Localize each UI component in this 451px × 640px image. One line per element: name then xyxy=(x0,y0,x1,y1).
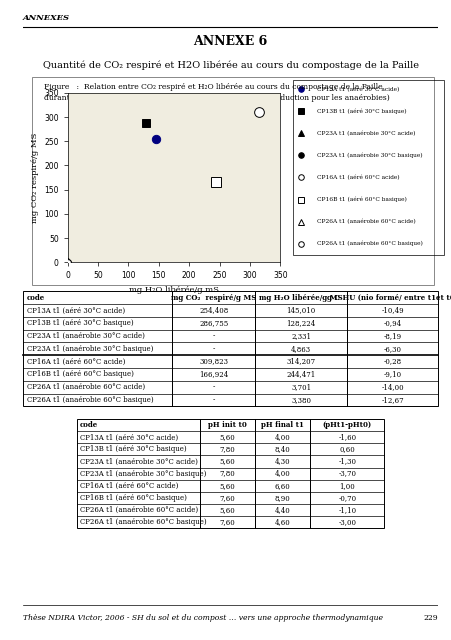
Text: -3,00: -3,00 xyxy=(337,518,355,526)
Text: 3,380: 3,380 xyxy=(290,396,311,404)
Text: CP16A t1 (aéré 60°C acide): CP16A t1 (aéré 60°C acide) xyxy=(317,175,399,180)
Text: -9,10: -9,10 xyxy=(383,371,401,378)
Text: CP26A t1 (anaérobie 60°C acide): CP26A t1 (anaérobie 60°C acide) xyxy=(27,383,145,391)
Text: 7,80: 7,80 xyxy=(219,470,235,477)
Text: -10,49: -10,49 xyxy=(381,307,403,314)
Text: -1,10: -1,10 xyxy=(337,506,355,514)
Text: 229: 229 xyxy=(423,614,437,622)
Text: CP23A t1 (anaérobie 30°C acide): CP23A t1 (anaérobie 30°C acide) xyxy=(80,458,198,465)
Text: 8,40: 8,40 xyxy=(274,445,290,453)
Text: Thèse NDIRA Victor, 2006 - SH du sol et du compost … vers une approche thermodyn: Thèse NDIRA Victor, 2006 - SH du sol et … xyxy=(23,614,382,622)
Bar xyxy=(293,80,443,255)
Text: ANNEXES: ANNEXES xyxy=(23,14,69,22)
Text: 4,00: 4,00 xyxy=(274,470,290,477)
Text: CP23A t1 (anaérobie 30°C basique): CP23A t1 (anaérobie 30°C basique) xyxy=(27,345,153,353)
Text: -1,30: -1,30 xyxy=(337,458,355,465)
Text: Quantité de CO₂ respiré et H2O libérée au cours du compostage de la Paille: Quantité de CO₂ respiré et H2O libérée a… xyxy=(42,61,418,70)
Text: CP23A t1 (anaérobie 30°C basique): CP23A t1 (anaérobie 30°C basique) xyxy=(80,470,206,477)
Text: -: - xyxy=(212,332,215,340)
Text: CP26A t1 (anaérobie 60°C basique): CP26A t1 (anaérobie 60°C basique) xyxy=(80,518,206,526)
Text: 8,90: 8,90 xyxy=(274,494,290,502)
Text: code: code xyxy=(80,421,98,429)
Text: ANNEXE 6: ANNEXE 6 xyxy=(193,35,267,48)
Text: mg CO₂  respiré/g MS: mg CO₂ respiré/g MS xyxy=(171,294,256,301)
Text: 4,40: 4,40 xyxy=(274,506,290,514)
Text: -: - xyxy=(212,396,215,404)
Y-axis label: mg CO₂ respiré/g MS: mg CO₂ respiré/g MS xyxy=(31,132,38,223)
Text: -0,94: -0,94 xyxy=(383,319,401,327)
Text: 7,80: 7,80 xyxy=(219,445,235,453)
Text: 145,010: 145,010 xyxy=(286,307,315,314)
Text: (pHt1-pHt0): (pHt1-pHt0) xyxy=(322,421,371,429)
X-axis label: mg H₂O libérée/g mS: mg H₂O libérée/g mS xyxy=(129,286,219,294)
Text: 309,823: 309,823 xyxy=(199,358,228,365)
Text: 2,331: 2,331 xyxy=(290,332,311,340)
Text: -0,28: -0,28 xyxy=(383,358,401,365)
Text: 1,00: 1,00 xyxy=(339,482,354,490)
Text: CP13A t1 (aéré 30°C acide): CP13A t1 (aéré 30°C acide) xyxy=(80,433,178,442)
Text: 7,60: 7,60 xyxy=(219,494,235,502)
Text: CP16A t1 (aéré 60°C acide): CP16A t1 (aéré 60°C acide) xyxy=(27,358,125,365)
Text: -1,60: -1,60 xyxy=(337,433,355,442)
Text: CP16B t1 (aéré 60°C basique): CP16B t1 (aéré 60°C basique) xyxy=(317,196,406,202)
Text: CP26A t1 (anaérobie 60°C basique): CP26A t1 (anaérobie 60°C basique) xyxy=(27,396,153,404)
Text: 4,60: 4,60 xyxy=(274,518,290,526)
Text: 5,60: 5,60 xyxy=(219,506,235,514)
Text: code: code xyxy=(27,294,45,301)
Text: mg H₂O libérée/g MS: mg H₂O libérée/g MS xyxy=(259,294,342,301)
Text: 4,00: 4,00 xyxy=(274,433,290,442)
Text: CP26A t1 (anaérobie 60°C acide): CP26A t1 (anaérobie 60°C acide) xyxy=(80,506,198,514)
Text: 5,60: 5,60 xyxy=(219,458,235,465)
Text: 4,863: 4,863 xyxy=(290,345,311,353)
Text: -0,70: -0,70 xyxy=(337,494,355,502)
Text: pH final t1: pH final t1 xyxy=(261,421,304,429)
Text: -3,70: -3,70 xyxy=(337,470,355,477)
Text: 5,60: 5,60 xyxy=(219,482,235,490)
Text: CP16A t1 (aéré 60°C acide): CP16A t1 (aéré 60°C acide) xyxy=(80,482,178,490)
Text: CP23A t1 (anaérobie 30°C basique): CP23A t1 (anaérobie 30°C basique) xyxy=(317,153,422,158)
Text: CP16B t1 (aéré 60°C basique): CP16B t1 (aéré 60°C basique) xyxy=(80,494,186,502)
Text: 6,60: 6,60 xyxy=(274,482,290,490)
Text: 166,924: 166,924 xyxy=(199,371,228,378)
Text: pH init t0: pH init t0 xyxy=(207,421,246,429)
Text: -: - xyxy=(212,345,215,353)
Text: CP23A t1 (anaérobie 30°C acide): CP23A t1 (anaérobie 30°C acide) xyxy=(27,332,144,340)
Text: 4,30: 4,30 xyxy=(274,458,290,465)
Text: -: - xyxy=(212,383,215,391)
Text: CP23A t1 (anaérobie 30°C acide): CP23A t1 (anaérobie 30°C acide) xyxy=(317,131,415,136)
Text: CP13A t1 (aéré 30°C acide): CP13A t1 (aéré 30°C acide) xyxy=(317,86,399,92)
Text: -12,67: -12,67 xyxy=(381,396,403,404)
Text: 286,755: 286,755 xyxy=(199,319,228,327)
Text: 128,224: 128,224 xyxy=(286,319,315,327)
Text: g C HU (nio formé/ entre t1et t0): g C HU (nio formé/ entre t1et t0) xyxy=(327,294,451,301)
Text: CP16B t1 (aéré 60°C basique): CP16B t1 (aéré 60°C basique) xyxy=(27,371,133,378)
Text: 3,701: 3,701 xyxy=(290,383,311,391)
Text: -8,19: -8,19 xyxy=(383,332,401,340)
Text: 314,207: 314,207 xyxy=(286,358,315,365)
Text: CP13B t1 (aéré 30°C basique): CP13B t1 (aéré 30°C basique) xyxy=(80,445,186,453)
Text: CP26A t1 (anaérobie 60°C basique): CP26A t1 (anaérobie 60°C basique) xyxy=(317,241,422,246)
Text: -14,00: -14,00 xyxy=(381,383,403,391)
Text: 254,408: 254,408 xyxy=(199,307,228,314)
Text: 0,60: 0,60 xyxy=(339,445,354,453)
Text: CP13B t1 (aéré 30°C basique): CP13B t1 (aéré 30°C basique) xyxy=(27,319,133,327)
Text: 7,60: 7,60 xyxy=(219,518,235,526)
Text: CP26A t1 (anaérobie 60°C acide): CP26A t1 (anaérobie 60°C acide) xyxy=(317,219,415,224)
Text: CP13A t1 (aéré 30°C acide): CP13A t1 (aéré 30°C acide) xyxy=(27,307,124,314)
Text: -6,30: -6,30 xyxy=(383,345,401,353)
Text: CP13B t1 (aéré 30°C basique): CP13B t1 (aéré 30°C basique) xyxy=(317,109,406,114)
Text: Figure   :  Relation entre CO₂ respiré et H₂O libérée au cours du compostage de : Figure : Relation entre CO₂ respiré et H… xyxy=(44,83,389,102)
Text: 5,60: 5,60 xyxy=(219,433,235,442)
Text: 244,471: 244,471 xyxy=(286,371,315,378)
